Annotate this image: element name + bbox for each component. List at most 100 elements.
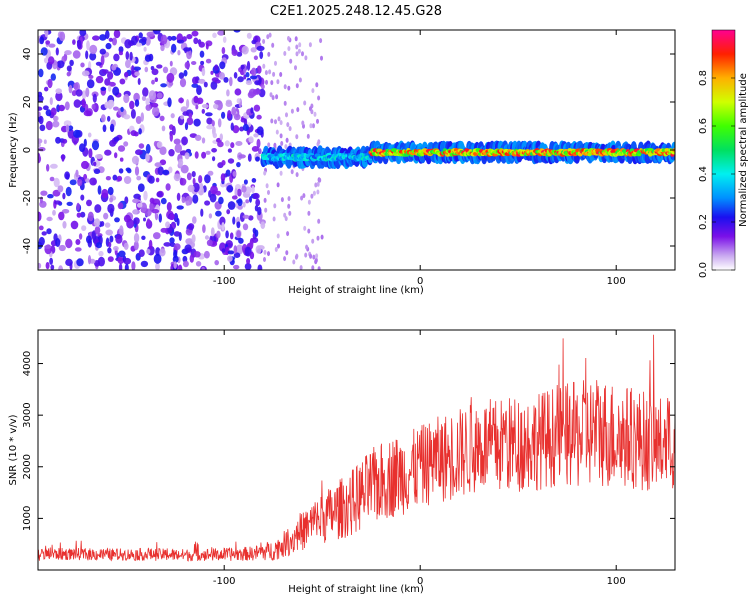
spectrogram-noise-blob [183, 47, 191, 52]
spectrogram-noise-blob [87, 132, 92, 138]
spectrogram-noise-blob [257, 264, 263, 270]
spectrogram-noise-blob [79, 30, 87, 37]
spectrogram-noise-blob [242, 223, 249, 231]
spectrogram-noise-blob [200, 60, 205, 66]
spectrogram-noise-blob [169, 213, 175, 221]
spectrogram-noise-blob [123, 257, 132, 265]
spectrogram-noise-blob [181, 196, 186, 203]
spectrogram-noise-blob [107, 247, 112, 254]
spectrogram-noise-blob [117, 145, 126, 152]
spectrogram-noise-blob [212, 132, 217, 139]
spectrogram-noise-blob [113, 246, 119, 251]
spectrogram-noise-blob [270, 118, 274, 124]
spectrogram-noise-blob [72, 39, 76, 45]
spectrogram-noise-blob [86, 79, 95, 89]
spectrogram-noise-blob [242, 214, 250, 219]
spectrogram-noise-blob [267, 142, 271, 148]
spectrogram-noise-blob [171, 35, 177, 41]
spectrogram-noise-blob [206, 117, 213, 125]
spectrogram-noise-blob [297, 48, 301, 54]
spectrogram-noise-blob [234, 88, 242, 96]
spectrogram-noise-blob [95, 61, 102, 66]
spectrogram-noise-blob [211, 120, 215, 127]
spectrogram-noise-blob [204, 235, 210, 240]
spectrogram-noise-blob [243, 179, 248, 185]
spectrogram-noise-blob [210, 70, 214, 75]
spectrogram-noise-blob [250, 75, 258, 80]
spectrogram-noise-blob [89, 52, 97, 61]
spectrogram-noise-blob [76, 258, 84, 267]
spectrogram-noise-blob [253, 55, 258, 61]
spectrogram-noise-blob [295, 83, 299, 89]
colorbar-gradient [712, 30, 735, 270]
spectrogram-noise-blob [304, 55, 308, 61]
spectrogram-noise-blob [201, 104, 209, 109]
spectrogram-noise-blob [49, 257, 53, 265]
spectrogram-noise-blob [219, 61, 226, 70]
snr-panel: -100 0 100 1000 2000 3000 4000 Height of stra… [8, 329, 676, 595]
spectrogram-noise-blob [148, 239, 153, 250]
spectrogram-noise-blob [79, 143, 86, 153]
spectrogram-noise-blob [38, 142, 41, 148]
spectrogram-noise-blob [81, 70, 90, 77]
spectrogram-noise-blob [227, 250, 235, 255]
spectrogram-noise-blob [303, 100, 307, 106]
spectrogram-noise-blob [314, 182, 318, 188]
spectrogram-noise-blob [118, 46, 124, 53]
spectrogram-noise-blob [85, 178, 90, 183]
snr-y-tick-label: 1000 [22, 506, 33, 531]
spectrogram-noise-blob [76, 212, 82, 218]
spectrogram-noise-blob [151, 68, 159, 76]
spectrogram-noise-blob [156, 64, 163, 69]
spectrogram-noise-blob [195, 134, 202, 141]
spectrogram-noise-blob [193, 251, 201, 258]
spectrogram-noise-blob [76, 39, 82, 50]
spectrogram-noise-blob [38, 225, 44, 231]
spectrogram-noise-blob [256, 138, 261, 149]
spectrogram-noise-blob [275, 129, 279, 135]
spectrogram-noise-blob [273, 203, 277, 209]
spectrogram-noise-blob [125, 59, 131, 69]
spectrogram-noise-blob [134, 166, 140, 176]
spectrogram-noise-blob [81, 98, 86, 108]
spectrogram-noise-blob [288, 210, 292, 216]
spectrogram-noise-blob [314, 259, 318, 265]
spectrogram-noise-blob [156, 191, 163, 198]
spectrogram-noise-blob [138, 143, 145, 149]
spectrogram-noise-blob [80, 211, 86, 218]
spectrogram-noise-blob [64, 171, 70, 180]
spectrogram-noise-blob [154, 162, 162, 168]
spectrogram-noise-blob [214, 64, 219, 71]
snr-x-ticks: -100 0 100 [213, 330, 626, 587]
spectrogram-noise-blob [245, 199, 250, 204]
spectrogram-noise-blob [187, 184, 195, 193]
spectrogram-noise-blob [221, 47, 226, 55]
snr-x-tick-label: -100 [213, 576, 236, 587]
spectrogram-noise-blob [255, 198, 261, 207]
spectrogram-noise-blob [92, 93, 97, 103]
colorbar-ticks: 0.0 0.2 0.4 0.6 0.8 [698, 70, 735, 278]
spectrogram-noise-blob [154, 77, 158, 82]
spectrogram-noise-blob [307, 210, 311, 216]
spectrogram-noise-blob [294, 254, 298, 260]
spectrogram-noise-blob [237, 204, 243, 210]
spectrogram-noise-blob [227, 110, 232, 119]
spectrogram-noise-blob [125, 51, 130, 60]
spectrogram-noise-blob [64, 50, 72, 56]
spectrogram-noise-blob [256, 126, 264, 136]
spectrogram-noise-blob [62, 192, 66, 200]
spectrogram-noise-blob [255, 156, 260, 162]
spectrogram-noise-blob [50, 107, 57, 116]
spectrogram-noise-blob [56, 60, 65, 69]
spectrogram-noise-blob [312, 190, 316, 196]
spectrogram-noise-blob [38, 211, 42, 222]
spectrogram-noise-blob [235, 141, 243, 146]
spectrogram-noise-blob [301, 51, 304, 57]
spectrogram-noise-blob [263, 197, 267, 203]
spectrogram-noise-blob [233, 72, 238, 79]
spectrogram-noise-blob [53, 115, 59, 122]
spectrogram-noise-blob [236, 221, 241, 229]
spectrogram-noise-blob [62, 138, 68, 144]
spectrogram-noise-blob [73, 129, 81, 138]
spectrogram-noise-blob [138, 32, 143, 39]
